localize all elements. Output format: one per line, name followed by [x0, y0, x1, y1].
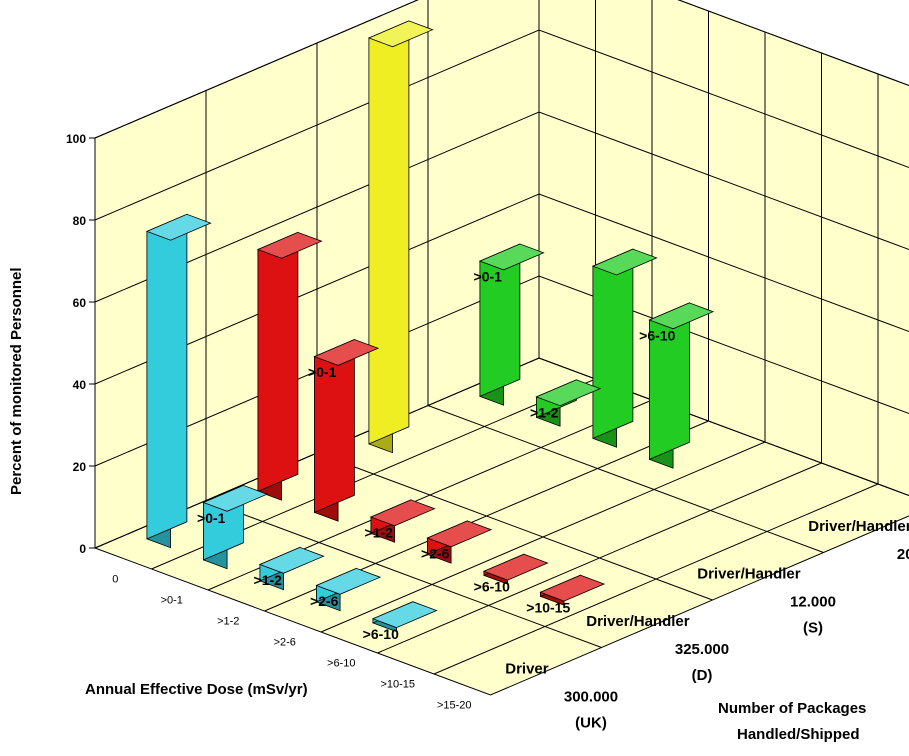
bar-face-top [315, 567, 382, 595]
bar-face-side [257, 231, 299, 493]
row-packages-label: 12.000 [790, 593, 836, 610]
gridline-y [94, 0, 909, 139]
gridline-z-floor [427, 405, 824, 553]
data-label: >2-6 [421, 545, 450, 561]
row-packages-label: 200.000 [897, 546, 909, 563]
x-category-label: >10-15 [380, 679, 415, 691]
bar-face-top [371, 601, 438, 629]
data-label: >1-2 [254, 572, 283, 588]
y-tick-label: 80 [73, 214, 87, 228]
gridline-y [94, 111, 909, 303]
data-label: >6-10 [474, 579, 510, 595]
bar [591, 248, 658, 448]
bar: >0-1 [197, 484, 269, 570]
bar-face-top [426, 520, 493, 548]
bar-face-top [202, 484, 269, 512]
bar [367, 20, 434, 454]
bar-face-top [258, 546, 325, 574]
row-role-label: Driver/Handler [697, 566, 801, 583]
row-role-label: Driver [505, 661, 549, 678]
data-label: >1-2 [530, 404, 559, 420]
row-role-label: Driver/Handler [586, 613, 690, 630]
data-label: >0-1 [474, 269, 503, 285]
x-category-label: >15-20 [437, 700, 472, 712]
row-packages-label: 300.000 [564, 688, 618, 705]
gridline-z-floor [205, 500, 602, 648]
bar-face-side [368, 20, 410, 445]
gridline-y [94, 29, 909, 221]
bar-face-top [256, 231, 323, 259]
bar-face-top [482, 553, 549, 581]
bar-face-top [535, 379, 602, 407]
bar-face-top [313, 339, 380, 366]
x-axis-categories: 0 >0-1 >1-2 >2-6 >6-10 >10-15 >15-20 [112, 574, 471, 712]
x-category-label: >6-10 [327, 658, 355, 670]
x-category-label: >1-2 [217, 616, 239, 628]
x-axis-title: Annual Effective Dose (mSv/yr) [85, 681, 308, 698]
z-axis-rows: Driver 300.000 (UK) Driver/Handler 325.000 (D… [505, 518, 909, 731]
row-role-label: Driver/Handler [808, 518, 909, 535]
data-label: >2-6 [310, 593, 339, 609]
data-label: >6-10 [639, 327, 675, 343]
row-country-label: (D) [692, 667, 713, 684]
bar-face-top [145, 213, 212, 241]
gridline-z-floor [316, 452, 713, 601]
bar-face-top [367, 20, 434, 48]
bar-face-side [592, 248, 634, 440]
y-tick-label: 60 [73, 296, 87, 310]
y-axis-title: Percent of monitored Personnel [8, 267, 25, 495]
data-label: >1-2 [365, 524, 394, 540]
bar [256, 231, 323, 501]
x-category-label: >2-6 [274, 637, 296, 649]
y-tick-label: 0 [79, 542, 86, 556]
z-axis-title-line2: Handled/Shipped [737, 726, 860, 743]
x-category-label: 0 [112, 574, 118, 586]
bar: >10-15 [526, 574, 606, 616]
gridline-y [94, 275, 909, 467]
bar [145, 213, 212, 549]
bar: >6-10 [639, 302, 715, 469]
y-tick-label: 100 [66, 132, 86, 146]
bar: >1-2 [254, 546, 325, 591]
bar-face-side [146, 213, 188, 540]
bar: >1-2 [365, 499, 436, 543]
row-country-label: (S) [803, 619, 823, 636]
y-axis-ticks: 0 20 40 60 80 100 [66, 132, 95, 556]
bar-face-top [369, 499, 436, 527]
bar: >0-1 [308, 338, 380, 522]
gridline-y [94, 357, 909, 549]
bar: >6-10 [474, 553, 549, 595]
bar-face-top [648, 302, 715, 330]
y-tick-label: 20 [73, 460, 87, 474]
bar-face-top [591, 248, 658, 276]
row-country-label: (UK) [575, 714, 607, 731]
chart-bars: >6-10 >1-2 >0-1 >10-15 >6-10 >2-6 >1-2 >0-1 >6-1… [145, 20, 715, 642]
chart-walls [93, 0, 909, 696]
bar-face-top [478, 243, 545, 271]
bar: >1-2 [530, 379, 602, 427]
z-axis-title: Number of Packages Handled/Shipped [718, 700, 866, 743]
data-label: >0-1 [308, 364, 337, 380]
z-axis-title-line1: Number of Packages [718, 700, 866, 717]
data-label: >6-10 [363, 626, 399, 642]
gridline-y [94, 193, 909, 385]
y-tick-label: 40 [73, 378, 87, 392]
row-packages-label: 325.000 [675, 641, 729, 658]
bar: >6-10 [363, 601, 438, 642]
data-label: >10-15 [526, 600, 570, 616]
x-category-label: >0-1 [161, 595, 183, 607]
bar: >2-6 [421, 520, 493, 564]
bar-face-top [539, 574, 606, 602]
bar: >0-1 [474, 243, 545, 406]
data-label: >0-1 [197, 510, 226, 526]
bar: >2-6 [310, 567, 382, 612]
